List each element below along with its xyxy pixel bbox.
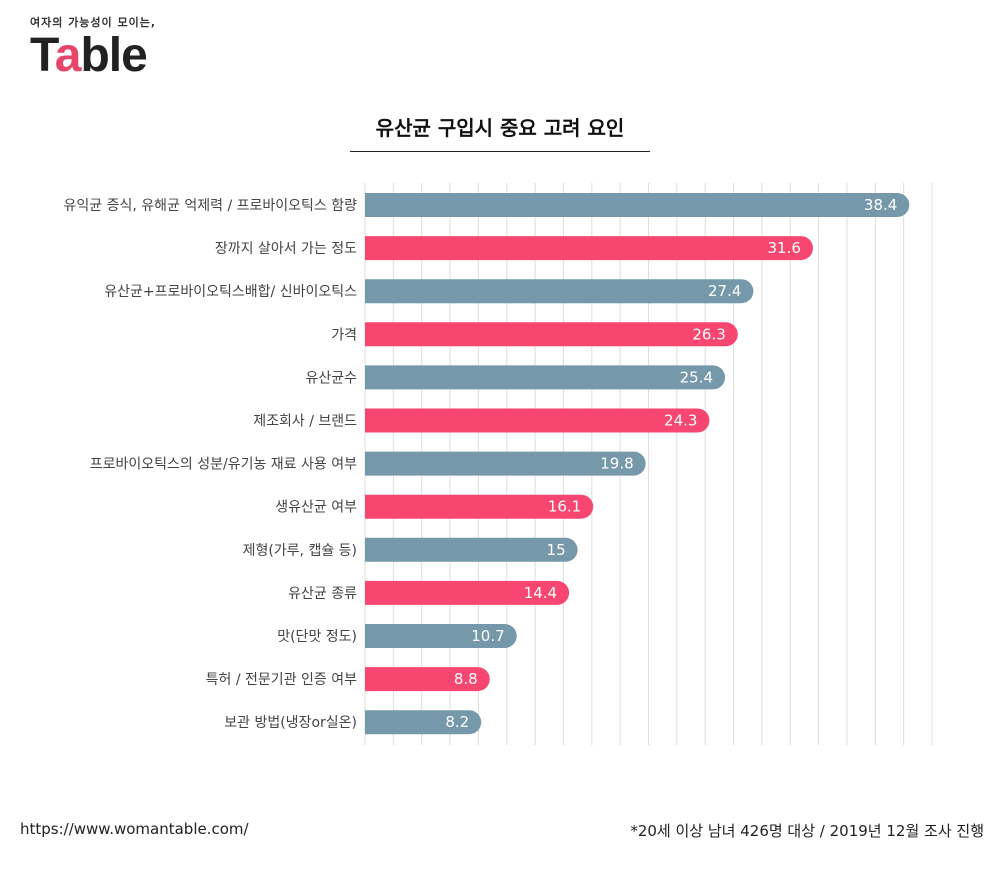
bar — [365, 451, 646, 476]
logo-tagline: 여자의 가능성이 모이는, — [30, 16, 157, 29]
bar — [365, 710, 482, 735]
survey-note: *20세 이상 남녀 426명 대상 / 2019년 12월 조사 진행 — [630, 822, 984, 840]
bar — [365, 580, 570, 605]
category-label: 프로바이오틱스의 성분/유기농 재료 사용 여부 — [90, 457, 357, 473]
category-label: 보관 방법(냉장or실온) — [224, 715, 357, 731]
value-label: 26.3 — [692, 325, 725, 343]
bar — [365, 494, 594, 519]
value-label: 15 — [547, 541, 566, 559]
chart-title: 유산균 구입시 중요 고려 요인 — [350, 112, 650, 152]
bar — [365, 537, 578, 562]
value-label: 10.7 — [471, 627, 504, 645]
logo-brand: Table — [30, 32, 156, 80]
category-label: 장까지 살아서 가는 정도 — [215, 241, 357, 257]
bar — [365, 408, 710, 433]
category-label: 맛(단맛 정도) — [277, 629, 357, 645]
bar-chart: 유익균 증식, 유해균 억제력 / 프로바이오틱스 함량 38.4 장까지 살아서 … — [64, 183, 933, 745]
value-label: 19.8 — [600, 455, 633, 473]
logo-letters-ble: ble — [80, 29, 147, 82]
value-label: 8.2 — [445, 713, 469, 731]
bar — [365, 667, 490, 692]
value-label: 31.6 — [768, 239, 801, 257]
value-label: 14.4 — [524, 584, 557, 602]
bar — [365, 236, 813, 261]
bar — [365, 322, 738, 347]
value-label: 8.8 — [454, 670, 478, 688]
bar — [365, 624, 517, 648]
bar — [365, 279, 754, 304]
bar — [365, 365, 726, 390]
category-label: 유산균+프로바이오틱스배합/ 신바이오틱스 — [104, 284, 357, 300]
logo-letter-t: T — [30, 29, 56, 82]
logo: 여자의 가능성이 모이는, Table — [30, 14, 156, 80]
value-label: 38.4 — [864, 196, 897, 214]
value-label: 27.4 — [708, 282, 741, 300]
logo-letter-a: a — [54, 29, 82, 82]
bars: 유익균 증식, 유해균 억제력 / 프로바이오틱스 함량 38.4 장까지 살아서 … — [64, 193, 910, 735]
category-label: 생유산균 여부 — [275, 500, 357, 516]
value-label: 16.1 — [548, 498, 581, 516]
category-label: 가격 — [331, 327, 357, 343]
category-label: 제형(가루, 캡슐 등) — [243, 543, 357, 559]
category-label: 유익균 증식, 유해균 억제력 / 프로바이오틱스 함량 — [64, 198, 358, 214]
category-label: 특허 / 전문기관 인증 여부 — [206, 672, 357, 688]
value-label: 25.4 — [680, 368, 713, 386]
value-label: 24.3 — [664, 412, 697, 430]
category-label: 제조회사 / 브랜드 — [253, 414, 357, 430]
category-label: 유산균수 — [305, 370, 357, 386]
source-url[interactable]: https://www.womantable.com/ — [20, 820, 249, 838]
bar — [365, 193, 910, 217]
category-label: 유산균 종류 — [288, 586, 357, 602]
